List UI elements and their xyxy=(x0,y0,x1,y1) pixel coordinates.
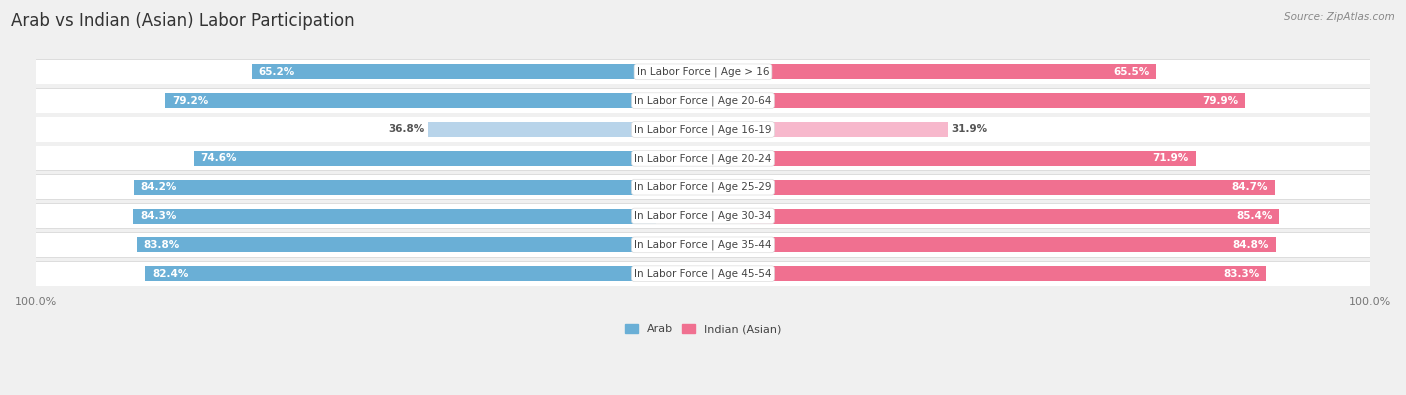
Bar xyxy=(30,59,1376,85)
Text: 65.5%: 65.5% xyxy=(1114,67,1149,77)
Bar xyxy=(136,237,657,252)
Bar xyxy=(165,93,657,108)
Legend: Arab, Indian (Asian): Arab, Indian (Asian) xyxy=(621,320,785,337)
Bar xyxy=(30,261,1376,286)
Text: 84.7%: 84.7% xyxy=(1232,182,1268,192)
Text: Arab vs Indian (Asian) Labor Participation: Arab vs Indian (Asian) Labor Participati… xyxy=(11,12,354,30)
Bar xyxy=(749,180,1275,195)
Text: 83.3%: 83.3% xyxy=(1223,269,1260,279)
Text: In Labor Force | Age 20-64: In Labor Force | Age 20-64 xyxy=(634,96,772,106)
Bar xyxy=(252,64,657,79)
Bar xyxy=(30,117,1376,142)
Text: 85.4%: 85.4% xyxy=(1236,211,1272,221)
Text: 84.3%: 84.3% xyxy=(141,211,177,221)
Bar xyxy=(749,122,948,137)
Text: 31.9%: 31.9% xyxy=(950,124,987,134)
Bar xyxy=(749,151,1195,166)
Bar xyxy=(37,146,1369,170)
Text: In Labor Force | Age 30-34: In Labor Force | Age 30-34 xyxy=(634,211,772,221)
Bar xyxy=(37,261,1369,286)
Bar xyxy=(30,203,1376,229)
Text: 79.2%: 79.2% xyxy=(172,96,208,105)
Text: 82.4%: 82.4% xyxy=(152,269,188,279)
Text: 84.8%: 84.8% xyxy=(1233,240,1270,250)
Bar xyxy=(749,209,1279,224)
Bar xyxy=(749,93,1246,108)
Text: 71.9%: 71.9% xyxy=(1153,153,1189,163)
Bar xyxy=(37,117,1369,141)
Text: 83.8%: 83.8% xyxy=(143,240,180,250)
Text: 74.6%: 74.6% xyxy=(200,153,236,163)
Text: In Labor Force | Age 16-19: In Labor Force | Age 16-19 xyxy=(634,124,772,135)
Text: In Labor Force | Age 20-24: In Labor Force | Age 20-24 xyxy=(634,153,772,164)
Bar xyxy=(30,232,1376,258)
Bar xyxy=(134,209,657,224)
Bar xyxy=(30,175,1376,200)
Bar xyxy=(37,88,1369,113)
Text: 84.2%: 84.2% xyxy=(141,182,177,192)
Text: In Labor Force | Age 35-44: In Labor Force | Age 35-44 xyxy=(634,240,772,250)
Text: 65.2%: 65.2% xyxy=(259,67,295,77)
Bar xyxy=(427,122,657,137)
Bar xyxy=(37,233,1369,257)
Bar xyxy=(194,151,657,166)
Bar xyxy=(145,266,657,281)
Text: 79.9%: 79.9% xyxy=(1202,96,1239,105)
Text: Source: ZipAtlas.com: Source: ZipAtlas.com xyxy=(1284,12,1395,22)
Text: In Labor Force | Age 25-29: In Labor Force | Age 25-29 xyxy=(634,182,772,192)
Bar xyxy=(134,180,657,195)
Bar xyxy=(30,88,1376,113)
Bar xyxy=(749,64,1156,79)
Text: In Labor Force | Age > 16: In Labor Force | Age > 16 xyxy=(637,66,769,77)
Bar xyxy=(749,237,1275,252)
Bar xyxy=(37,60,1369,84)
Bar xyxy=(37,175,1369,199)
Text: In Labor Force | Age 45-54: In Labor Force | Age 45-54 xyxy=(634,269,772,279)
Text: 36.8%: 36.8% xyxy=(388,124,425,134)
Bar xyxy=(749,266,1267,281)
Bar xyxy=(30,146,1376,171)
Bar xyxy=(37,204,1369,228)
